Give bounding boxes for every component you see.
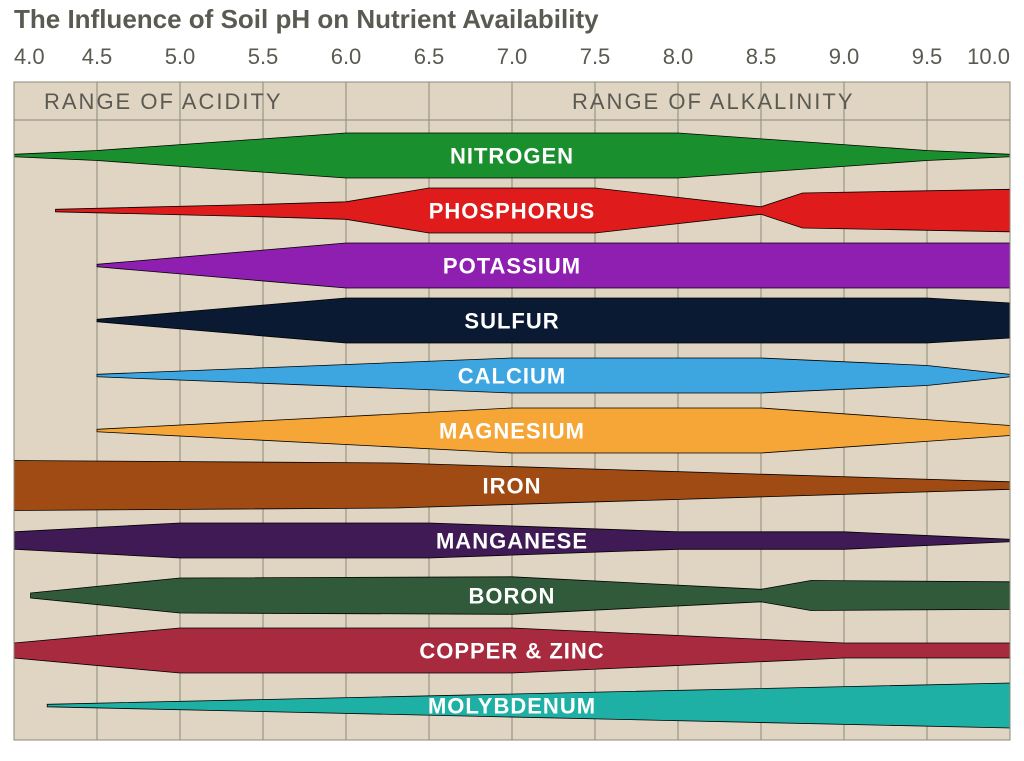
x-tick-label: 7.5	[580, 44, 611, 69]
chart-svg: The Influence of Soil pH on Nutrient Ava…	[0, 0, 1024, 761]
x-tick-label: 8.0	[663, 44, 694, 69]
x-tick-label: 5.0	[165, 44, 196, 69]
nutrient-label: MAGNESIUM	[439, 419, 585, 444]
x-tick-label: 9.0	[829, 44, 860, 69]
nutrient-label: MANGANESE	[436, 529, 588, 554]
range-acidity-label: RANGE OF ACIDITY	[44, 89, 283, 114]
nutrient-label: SULFUR	[464, 309, 559, 334]
x-tick-label: 4.0	[14, 44, 45, 69]
nutrient-label: POTASSIUM	[443, 254, 581, 279]
chart-title: The Influence of Soil pH on Nutrient Ava…	[14, 4, 599, 34]
nutrient-label: CALCIUM	[458, 364, 566, 389]
x-tick-label: 6.5	[414, 44, 445, 69]
soil-ph-chart: The Influence of Soil pH on Nutrient Ava…	[0, 0, 1024, 761]
x-tick-label: 8.5	[746, 44, 777, 69]
x-tick-label: 7.0	[497, 44, 528, 69]
x-tick-label: 6.0	[331, 44, 362, 69]
nutrient-label: BORON	[469, 584, 556, 609]
x-tick-label: 10.0	[967, 44, 1010, 69]
x-tick-label: 9.5	[912, 44, 943, 69]
nutrient-label: MOLYBDENUM	[428, 694, 596, 719]
range-alkalinity-label: RANGE OF ALKALINITY	[572, 89, 855, 114]
nutrient-label: PHOSPHORUS	[429, 199, 595, 224]
nutrient-label: IRON	[483, 474, 542, 499]
nutrient-label: NITROGEN	[450, 144, 574, 169]
nutrient-label: COPPER & ZINC	[419, 639, 604, 664]
x-tick-label: 4.5	[82, 44, 113, 69]
x-tick-label: 5.5	[248, 44, 279, 69]
